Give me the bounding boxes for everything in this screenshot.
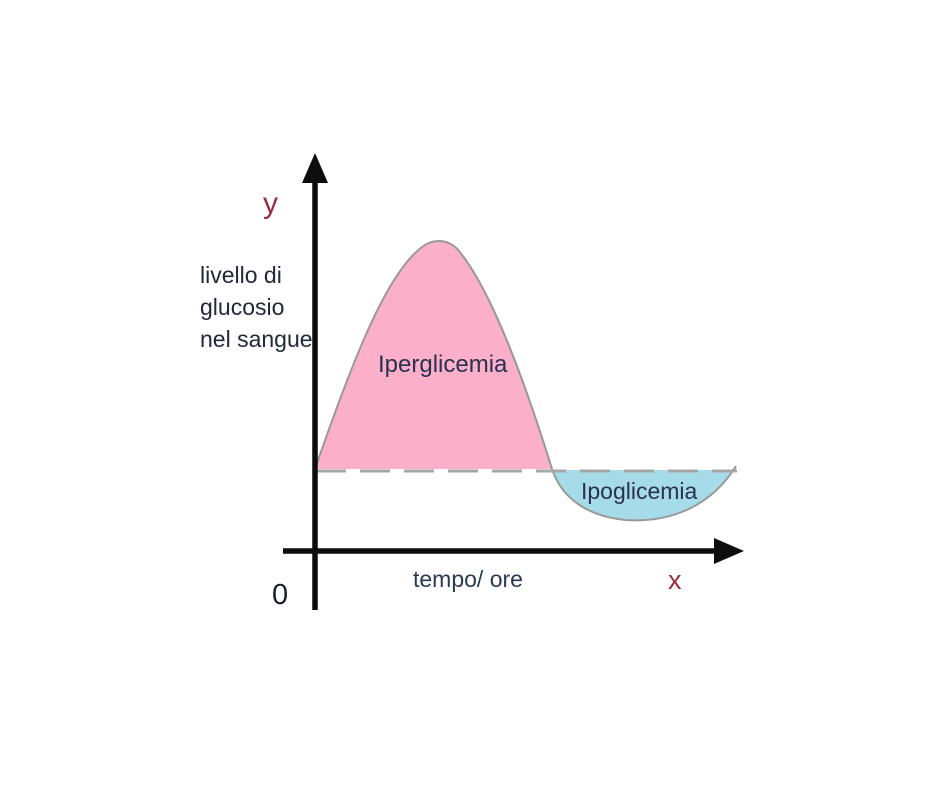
y-axis-arrowhead-icon: [302, 153, 328, 183]
hyperglycemia-label: Iperglicemia: [378, 351, 508, 378]
y-axis-description-line3: nel sangue: [200, 326, 313, 352]
glucose-curve: [314, 240, 737, 522]
hypoglycemia-label: Ipoglicemia: [581, 478, 698, 504]
y-axis-letter: y: [263, 187, 278, 220]
x-axis-description: tempo/ ore: [413, 566, 523, 592]
hypoglycemia-area: [552, 467, 736, 521]
origin-label: 0: [272, 579, 288, 611]
hyperglycemia-area: [315, 241, 552, 469]
x-axis-arrowhead-icon: [714, 538, 744, 564]
y-axis-description-line2: glucosio: [200, 294, 284, 320]
x-axis-letter: x: [668, 565, 682, 595]
y-axis-description-line1: livello di: [200, 262, 282, 288]
